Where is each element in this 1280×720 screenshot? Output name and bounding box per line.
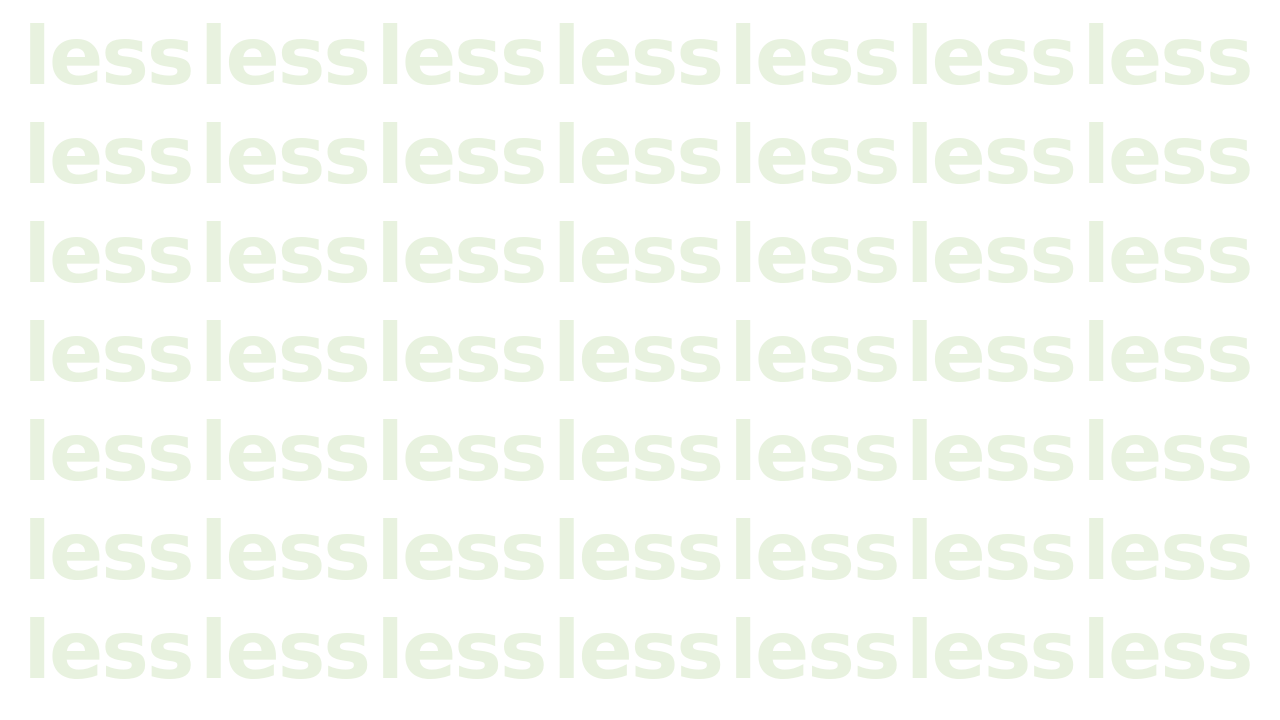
pattern-word: less bbox=[23, 10, 195, 103]
pattern-word: less bbox=[553, 604, 724, 697]
pattern-word: less bbox=[23, 406, 195, 499]
pattern-word: less bbox=[23, 505, 195, 598]
pattern-word: less bbox=[1082, 406, 1254, 499]
pattern-word: less bbox=[200, 604, 371, 697]
pattern-word: less bbox=[376, 307, 548, 400]
pattern-word: less bbox=[1082, 604, 1254, 697]
pattern-word: less bbox=[200, 10, 371, 103]
pattern-word: less bbox=[1082, 307, 1254, 400]
pattern-word: less bbox=[553, 109, 724, 202]
pattern-word: less bbox=[200, 406, 371, 499]
pattern-word: less bbox=[23, 208, 195, 301]
pattern-word: less bbox=[553, 10, 724, 103]
pattern-word: less bbox=[1082, 109, 1254, 202]
pattern-word: less bbox=[376, 109, 548, 202]
pattern-word: less bbox=[200, 505, 371, 598]
pattern-word: less bbox=[200, 208, 371, 301]
pattern-word: less bbox=[376, 604, 548, 697]
pattern-word: less bbox=[1082, 505, 1254, 598]
pattern-word: less bbox=[729, 10, 901, 103]
pattern-word: less bbox=[553, 307, 724, 400]
pattern-word: less bbox=[729, 208, 901, 301]
pattern-word: less bbox=[376, 208, 548, 301]
pattern-word: less bbox=[729, 604, 901, 697]
pattern-word: less bbox=[200, 109, 371, 202]
pattern-word: less bbox=[906, 109, 1077, 202]
pattern-word: less bbox=[23, 604, 195, 697]
pattern-word: less bbox=[729, 307, 901, 400]
pattern-word: less bbox=[553, 208, 724, 301]
pattern-word: less bbox=[1082, 208, 1254, 301]
pattern-word: less bbox=[906, 505, 1077, 598]
pattern-word: less bbox=[729, 109, 901, 202]
pattern-word: less bbox=[906, 604, 1077, 697]
pattern-word: less bbox=[553, 505, 724, 598]
pattern-word: less bbox=[23, 307, 195, 400]
pattern-word: less bbox=[1082, 10, 1254, 103]
pattern-word: less bbox=[376, 505, 548, 598]
pattern-word: less bbox=[553, 406, 724, 499]
pattern-word: less bbox=[376, 10, 548, 103]
pattern-word: less bbox=[200, 307, 371, 400]
pattern-word: less bbox=[376, 406, 548, 499]
pattern-word: less bbox=[729, 505, 901, 598]
pattern-word: less bbox=[906, 208, 1077, 301]
pattern-word: less bbox=[906, 406, 1077, 499]
pattern-word: less bbox=[906, 10, 1077, 103]
pattern-word: less bbox=[906, 307, 1077, 400]
pattern-word: less bbox=[729, 406, 901, 499]
pattern-word: less bbox=[23, 109, 195, 202]
